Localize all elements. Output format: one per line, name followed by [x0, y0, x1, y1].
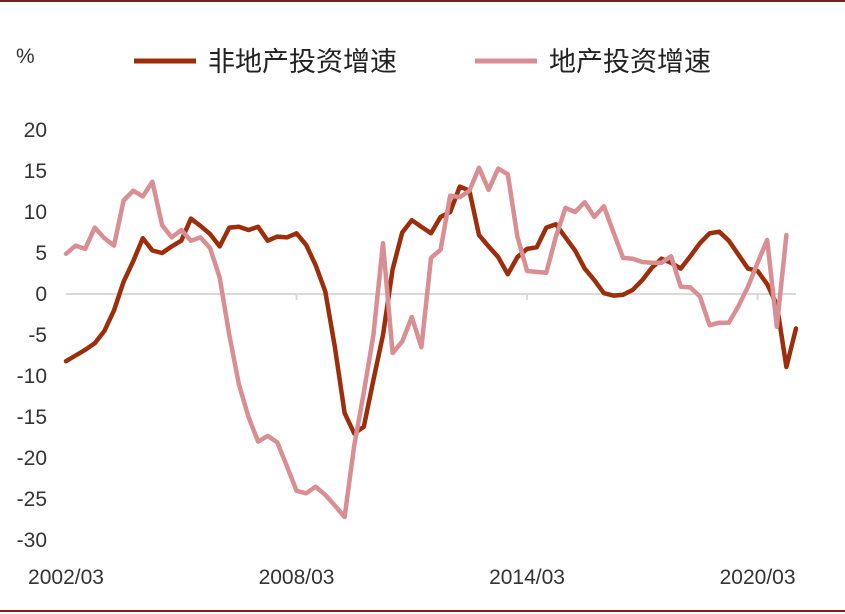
y-tick-label: 10 [24, 201, 47, 224]
bottom-border [0, 610, 845, 612]
y-tick-label: 15 [24, 160, 47, 183]
legend-label-series-0: 非地产投资增速 [208, 47, 397, 78]
legend-label-series-1: 地产投资增速 [549, 47, 711, 78]
x-tick-label: 2002/03 [28, 566, 104, 589]
y-tick-label: 5 [35, 242, 47, 265]
legend-item-series-1: 地产投资增速 [475, 47, 711, 78]
top-border [0, 0, 845, 2]
x-tick-label: 2008/03 [259, 566, 335, 589]
y-axis-unit-label: % [16, 45, 35, 68]
y-tick-label: 0 [35, 283, 47, 306]
series-line-0 [63, 184, 799, 436]
x-axis-ticks: 2002/03 2008/03 2014/03 2020/03 [28, 294, 796, 589]
y-axis-ticks: 20 15 10 5 0 -5 -10 -15 -20 -25 -30 [17, 119, 47, 552]
series-lines [63, 165, 799, 520]
y-tick-label: -10 [17, 365, 47, 388]
y-tick-label: -30 [17, 529, 47, 552]
y-tick-label: -5 [28, 324, 47, 347]
y-tick-label: -20 [17, 447, 47, 470]
legend: 非地产投资增速 地产投资增速 [134, 47, 711, 78]
y-tick-label: -15 [17, 406, 47, 429]
x-tick-label: 2014/03 [489, 566, 565, 589]
x-tick-label: 2020/03 [720, 566, 796, 589]
y-tick-label: 20 [24, 119, 47, 142]
series-line-1 [63, 165, 789, 520]
legend-item-series-0: 非地产投资增速 [134, 47, 397, 78]
y-tick-label: -25 [17, 488, 47, 511]
